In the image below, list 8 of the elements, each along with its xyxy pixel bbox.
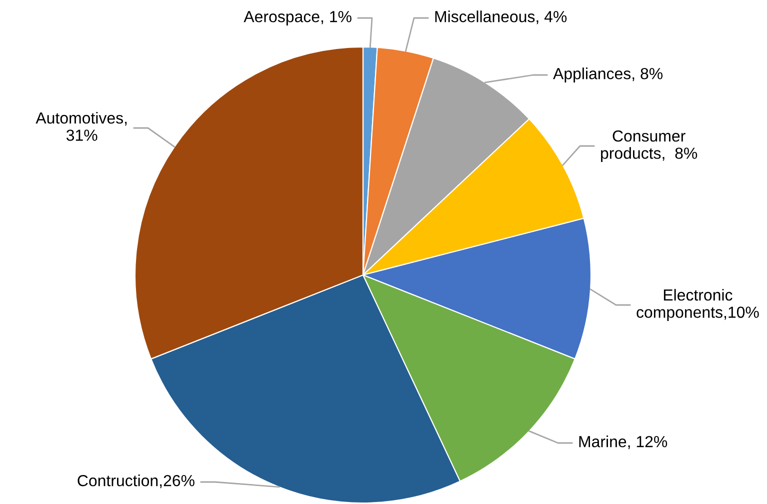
slice-label: Marine, 12% bbox=[579, 436, 668, 450]
slice-label: Automotives, 31% bbox=[36, 112, 127, 141]
slice-label: Consumer products, 8% bbox=[601, 130, 698, 162]
slice-label: Electronic components,10% bbox=[636, 288, 759, 322]
slice-label: Miscellaneous, 4% bbox=[435, 10, 567, 24]
slice-label: Aerospace, 1% bbox=[244, 11, 352, 26]
slice-label: Contruction,26% bbox=[78, 474, 194, 488]
slice-label: Appliances, 8% bbox=[553, 68, 663, 82]
